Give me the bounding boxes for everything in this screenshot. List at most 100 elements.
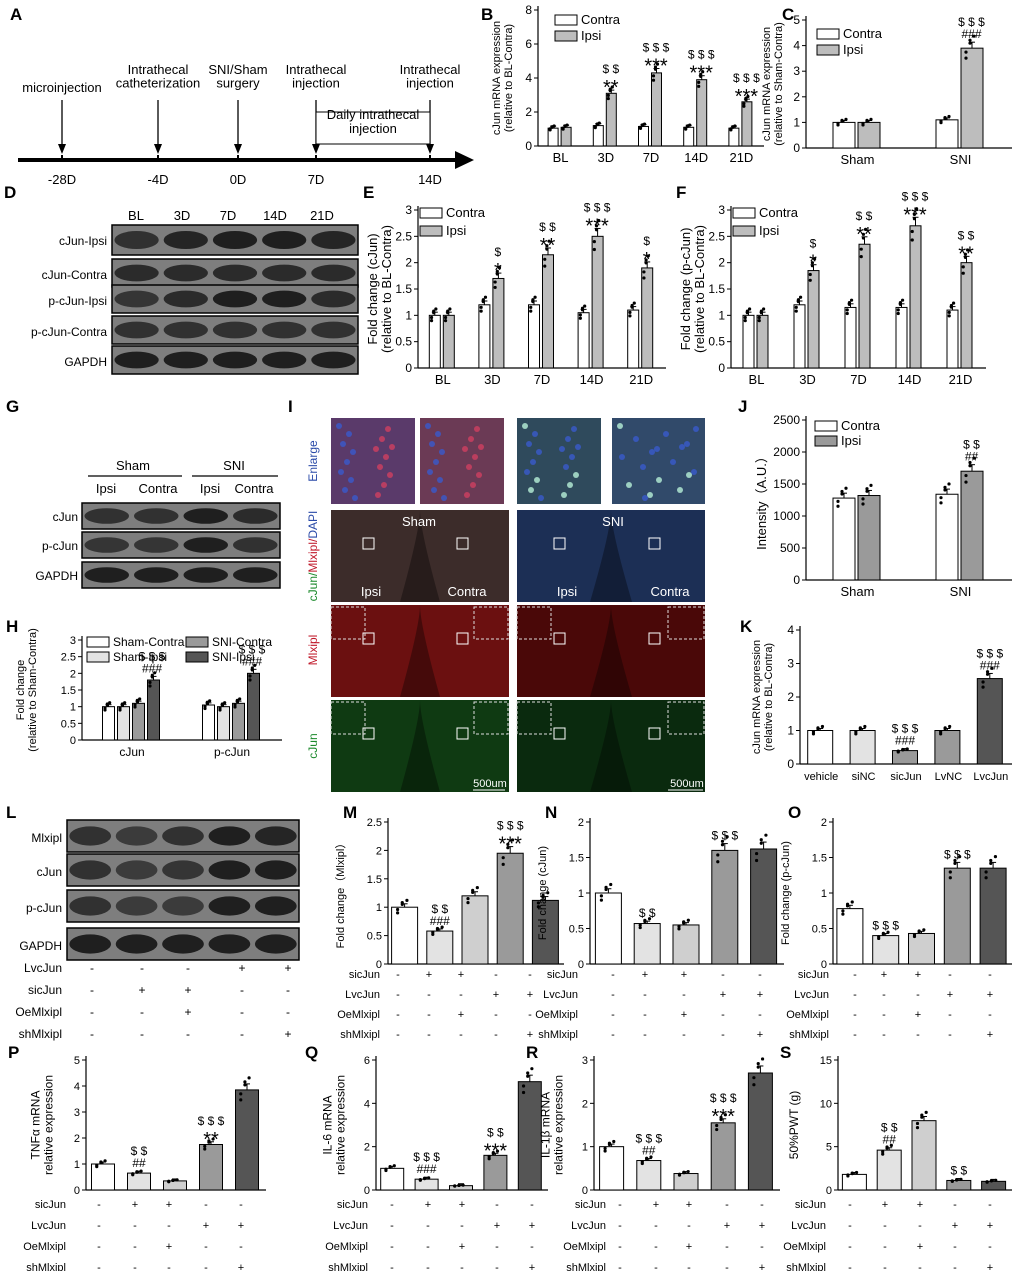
blot-column-label: 21D	[310, 208, 334, 223]
cell-dot	[619, 454, 625, 460]
data-point	[546, 891, 550, 895]
treatment-sign: -	[90, 961, 94, 975]
bar	[391, 906, 419, 965]
bar	[857, 495, 881, 581]
cell-dot	[530, 459, 536, 465]
data-point	[939, 119, 943, 123]
inset-box	[330, 606, 366, 640]
y-tick-label: 2	[376, 845, 382, 857]
data-point	[479, 305, 483, 309]
text-line: injection	[292, 76, 340, 91]
x-tick-label: Sham	[841, 584, 875, 599]
section-image-sham	[331, 605, 509, 697]
blot-p-cJun	[66, 889, 300, 923]
blot-band	[115, 860, 158, 880]
bar	[832, 121, 856, 149]
panel-letter-B: B	[481, 5, 493, 24]
data-point	[471, 888, 475, 892]
data-point	[854, 730, 858, 734]
treatment-sign: -	[758, 969, 762, 981]
data-point	[747, 307, 752, 311]
bar	[591, 235, 604, 369]
y-tick-label: 2	[70, 668, 76, 680]
y-tick-label: 2	[525, 105, 532, 119]
blot-band	[262, 321, 307, 339]
treatment-sign: -	[687, 1220, 691, 1232]
treatment-label: OeMlxipl	[325, 1241, 368, 1253]
roi-box	[553, 632, 566, 645]
y-tick-label: 5	[74, 1055, 80, 1067]
data-point	[877, 935, 881, 939]
treatment-label: LvcJun	[31, 1220, 66, 1232]
bar	[577, 312, 590, 369]
data-point	[653, 67, 658, 71]
treatment-sign: +	[238, 961, 245, 975]
x-tick-label: 7D	[534, 372, 551, 387]
treatment-sign: -	[286, 983, 290, 997]
treatment-sign: -	[918, 1262, 922, 1271]
treatment-sign: -	[611, 969, 615, 981]
data-point	[550, 125, 554, 129]
blot-band	[114, 351, 159, 369]
data-point	[578, 316, 582, 320]
treatment-sign: +	[757, 989, 763, 1001]
data-point	[448, 307, 452, 311]
bar	[960, 47, 984, 149]
bar	[934, 730, 961, 765]
x-tick-label: 7D	[643, 150, 660, 165]
data-point	[253, 663, 257, 667]
data-point	[603, 1149, 607, 1153]
bar	[892, 750, 918, 765]
blot-band	[84, 508, 130, 524]
data-point	[953, 861, 957, 865]
treatment-table: sicJun - + + - - LvcJun - - - + + OeMlxipl - - + - - shMlx…	[325, 1199, 535, 1271]
y-tick-label: 2.5	[367, 817, 382, 829]
blot-band	[163, 321, 208, 339]
cell-dot	[656, 477, 662, 483]
data-point	[840, 492, 844, 496]
blot-band	[183, 537, 229, 553]
treatment-label: OeMlxipl	[783, 1241, 826, 1253]
data-point	[649, 1155, 653, 1159]
data-point	[863, 227, 868, 231]
significance-mark: ###	[142, 661, 162, 675]
blot-band	[84, 567, 130, 583]
data-point	[886, 930, 890, 934]
x-tick-label: 14D	[898, 372, 922, 387]
treatment-sign: +	[987, 1029, 993, 1041]
bar	[946, 1179, 972, 1191]
data-point	[536, 905, 541, 909]
data-point	[175, 1178, 179, 1182]
cell-dot	[640, 464, 646, 470]
data-point	[846, 1173, 850, 1177]
data-point	[731, 125, 735, 129]
data-point	[592, 240, 596, 244]
text-line: relative expression	[41, 1075, 55, 1175]
data-point	[543, 257, 547, 261]
data-point	[950, 1179, 954, 1183]
legend-swatch	[86, 651, 110, 663]
legend-label: Contra	[843, 26, 883, 41]
treatment-label: sicJun	[349, 969, 380, 981]
cell-dot	[691, 469, 697, 475]
treatment-sign: +	[686, 1241, 692, 1253]
y-tick-label: 15	[820, 1055, 832, 1067]
blot-row-label: cJun	[53, 510, 78, 524]
data-point	[912, 933, 917, 937]
data-point	[858, 726, 862, 730]
significance-mark: $ $ $	[902, 189, 929, 203]
data-point	[653, 65, 658, 69]
data-point	[905, 747, 909, 751]
cell-dot	[346, 431, 352, 437]
bar	[849, 730, 876, 765]
chart-H: 0 0.5 1 1.5 2 2.5 3 Fold change(relative to Sha…	[15, 628, 282, 759]
data-point	[521, 1084, 526, 1088]
data-point	[808, 278, 812, 282]
blot-band	[133, 567, 179, 583]
cell-dot	[472, 454, 478, 460]
treatment-table: sicJun - + + - - LvcJun - - - + + OeMlxipl - - + - - shMlx…	[783, 1199, 993, 1271]
y-axis-label: cJun mRNA expression(relative to BL-Cont…	[491, 21, 515, 135]
y-axis-label: Fold change (cJun)(relative to BL-Contra…	[365, 225, 394, 353]
data-point	[896, 749, 900, 753]
